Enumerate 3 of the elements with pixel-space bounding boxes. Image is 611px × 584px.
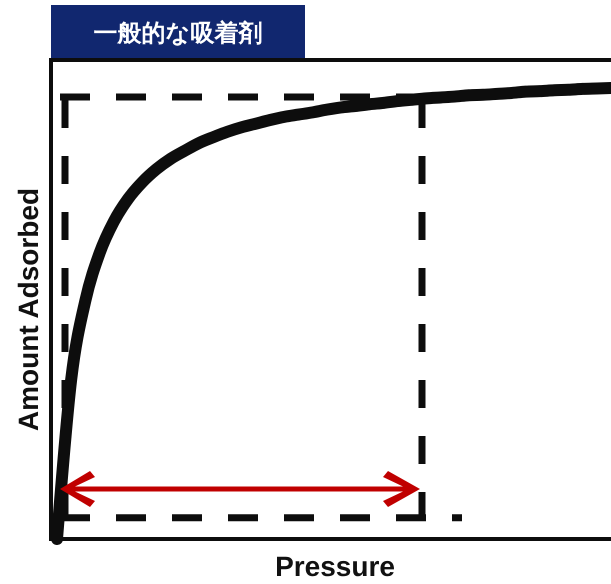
chart-title: 一般的な吸着剤 bbox=[94, 19, 262, 47]
x-axis-title: Pressure bbox=[275, 551, 395, 582]
y-axis-title: Amount Adsorbed bbox=[13, 188, 44, 432]
